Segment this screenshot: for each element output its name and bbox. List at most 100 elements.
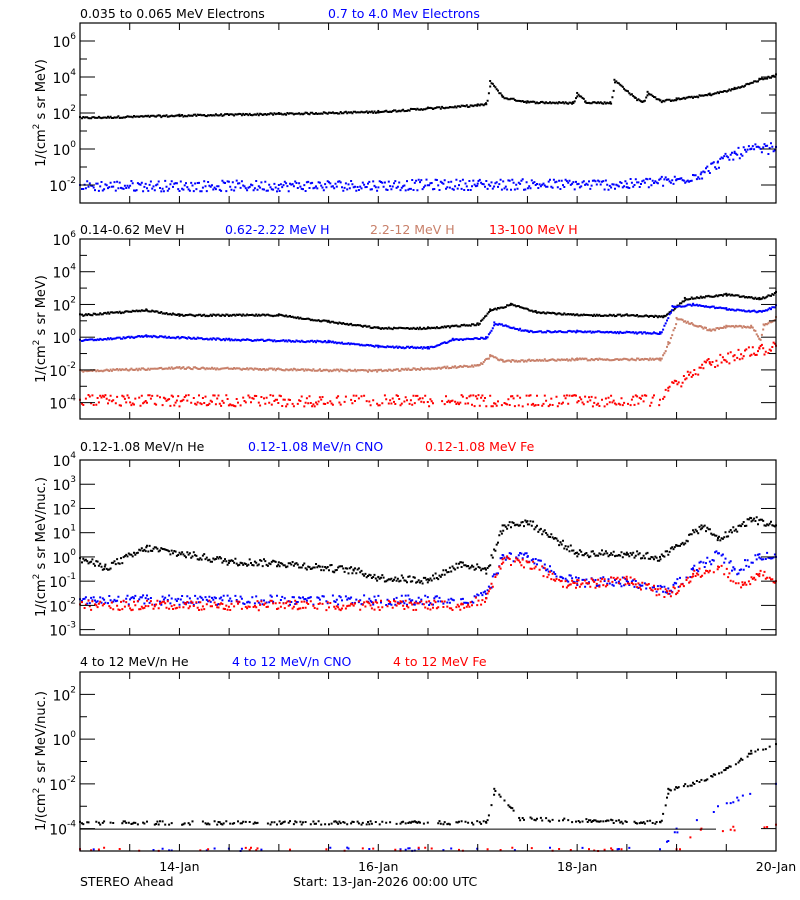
spacecraft-label: STEREO Ahead — [80, 874, 174, 889]
series-dots-2-3 — [81, 318, 776, 373]
data-point — [717, 160, 719, 163]
data-point — [659, 555, 661, 558]
data-point — [725, 324, 728, 327]
y-tick-label: 102 — [52, 104, 76, 123]
data-point — [485, 820, 487, 823]
y-tick-label: 10-2 — [49, 176, 76, 195]
data-point — [576, 91, 579, 94]
panel-2-legend: 0.14-0.62 MeV H 0.62-2.22 MeV H 2.2-12 M… — [80, 222, 578, 237]
data-point — [642, 100, 645, 103]
data-point — [277, 561, 280, 564]
y-tick-label: 103 — [52, 475, 76, 494]
data-point — [688, 373, 690, 376]
data-point — [427, 326, 429, 329]
panel-3: 10-3 10-2 10-1 100 101 102 103 104 — [49, 451, 777, 640]
data-point — [576, 551, 579, 554]
y-tick-label: 106 — [52, 32, 76, 51]
data-point — [692, 568, 695, 571]
y-tick-label: 100 — [52, 140, 76, 159]
data-point — [572, 101, 574, 104]
data-point — [460, 603, 463, 606]
legend-h-1: 0.14-0.62 MeV H — [80, 222, 185, 237]
data-point — [717, 552, 719, 555]
data-point — [659, 99, 661, 102]
panel-3-legend: 0.12-1.08 MeV/n He 0.12-1.08 MeV/n CNO 0… — [80, 439, 535, 454]
y-tick-label: 10-3 — [49, 621, 76, 640]
y-tick-label: 100 — [52, 328, 76, 347]
data-point — [625, 578, 628, 581]
data-point — [576, 580, 579, 583]
x-tick-label: 18-Jan — [557, 859, 597, 874]
y-tick-label: 102 — [52, 295, 76, 314]
data-point — [145, 308, 148, 311]
legend-electrons-low: 0.035 to 0.065 MeV Electrons — [80, 6, 265, 21]
data-point — [659, 848, 661, 851]
data-point — [717, 805, 719, 808]
panel-4-legend: 4 to 12 MeV/n He 4 to 12 MeV/n CNO 4 to … — [80, 654, 487, 669]
data-point — [584, 100, 587, 103]
data-point — [327, 319, 330, 322]
data-point — [576, 313, 579, 316]
data-point — [634, 96, 637, 99]
legend-h-4: 13-100 MeV H — [489, 222, 578, 237]
data-point — [667, 341, 670, 344]
y-tick-label: 100 — [52, 730, 76, 749]
data-point — [178, 366, 181, 369]
y-tick-label: 104 — [52, 263, 76, 282]
data-point — [427, 346, 429, 349]
data-point — [725, 292, 728, 295]
data-point — [228, 337, 231, 340]
data-point — [625, 580, 628, 583]
data-point — [489, 354, 492, 357]
data-point — [526, 555, 529, 558]
data-point — [501, 554, 504, 557]
data-point — [646, 90, 649, 93]
data-point — [663, 314, 666, 317]
y-tick-label: 100 — [52, 548, 76, 567]
data-point — [675, 97, 678, 100]
data-point — [675, 178, 678, 181]
data-point — [526, 329, 529, 332]
panel-4-y-axis-label: 1/(cm2 s sr MeV/nuc.) — [32, 691, 49, 831]
data-point — [485, 336, 487, 339]
data-point — [377, 368, 380, 371]
data-point — [750, 749, 753, 752]
data-point — [700, 171, 703, 174]
data-point — [489, 308, 492, 311]
data-point — [352, 568, 355, 571]
data-point — [485, 592, 487, 595]
y-tick-label: 10-2 — [49, 361, 76, 380]
data-point — [526, 100, 529, 103]
data-point — [178, 313, 181, 316]
y-tick-label: 10-2 — [49, 596, 76, 615]
data-point — [667, 592, 670, 595]
data-point — [758, 347, 761, 350]
legend-he-low: 0.12-1.08 MeV/n He — [80, 439, 205, 454]
data-point — [733, 354, 736, 357]
x-tick-label: 14-Jan — [159, 859, 199, 874]
panel-4: 10-4 10-2 100 102 14-Jan 16-Jan 18-Jan 20-Jan — [49, 671, 796, 874]
data-point — [489, 79, 492, 82]
data-point — [103, 565, 106, 568]
data-point — [609, 101, 612, 104]
data-point — [377, 575, 380, 578]
panel-2: 10-4 10-2 100 102 104 106 — [49, 230, 777, 420]
y-tick-label: 10-1 — [49, 572, 76, 591]
data-point — [625, 313, 628, 316]
data-point — [327, 339, 330, 342]
data-point — [427, 578, 429, 581]
panel-3-y-axis-label: 1/(cm2 s sr MeV/nuc.) — [32, 477, 49, 617]
data-point — [377, 326, 380, 329]
data-point — [758, 296, 761, 299]
data-point — [501, 558, 504, 561]
legend-fe-high: 4 to 12 MeV Fe — [393, 654, 487, 669]
y-tick-label: 10-2 — [49, 775, 76, 794]
y-tick-label: 102 — [52, 499, 76, 518]
data-point — [750, 148, 753, 150]
legend-fe-low: 0.12-1.08 MeV Fe — [425, 439, 535, 454]
data-point — [576, 582, 579, 585]
data-point — [518, 816, 521, 819]
data-point — [741, 794, 744, 797]
data-point — [277, 112, 280, 114]
data-point — [692, 572, 695, 575]
